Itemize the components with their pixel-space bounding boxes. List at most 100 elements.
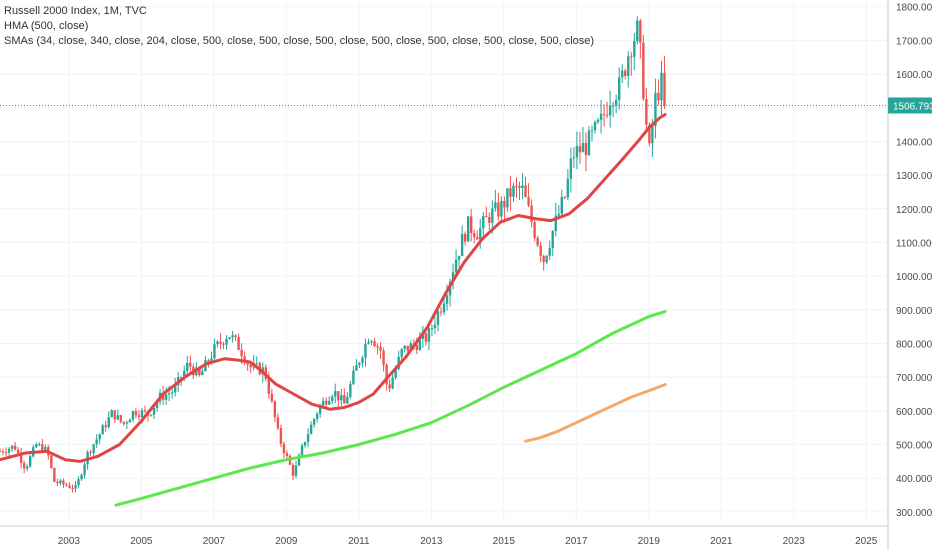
candle-body xyxy=(491,208,494,223)
y-tick-label: 800.000 xyxy=(896,340,932,351)
candle-body xyxy=(116,415,119,420)
candle-body xyxy=(648,124,651,144)
x-tick-label: 2011 xyxy=(348,536,370,547)
candle-body xyxy=(370,341,373,343)
symbol-title: Russell 2000 Index, 1M, TVC xyxy=(4,5,147,17)
candle-body xyxy=(222,343,225,345)
x-tick-label: 2025 xyxy=(855,536,878,547)
candle-body xyxy=(530,205,533,223)
candle-body xyxy=(636,20,639,42)
candle-body xyxy=(10,445,14,449)
candle-body xyxy=(134,411,138,416)
y-tick-label: 700.000 xyxy=(896,373,932,384)
candle-body xyxy=(38,444,41,446)
y-tick-label: 1300.000 xyxy=(896,171,932,182)
last-price-badge xyxy=(888,97,932,114)
candle-body xyxy=(352,370,355,384)
candle-body xyxy=(325,400,328,405)
candle-body xyxy=(328,400,331,405)
candle-body xyxy=(213,344,216,359)
candle-body xyxy=(403,345,406,349)
candle-body xyxy=(479,228,482,240)
candle-body xyxy=(80,474,83,480)
candle-body xyxy=(361,357,364,363)
candle-body xyxy=(506,188,509,208)
y-tick-label: 600.000 xyxy=(896,407,932,418)
candle-body xyxy=(210,358,213,362)
candle-body xyxy=(246,363,249,365)
candle-body xyxy=(587,130,591,156)
candle-body xyxy=(74,485,77,489)
candle-body xyxy=(439,311,443,313)
candle-body xyxy=(533,222,536,238)
candle-body xyxy=(164,394,168,400)
candle-body xyxy=(207,360,210,362)
candle-body xyxy=(409,343,412,351)
candle-body xyxy=(140,410,144,417)
candle-body xyxy=(430,328,434,330)
candle-body xyxy=(488,216,491,223)
chart-legend: Russell 2000 Index, 1M, TVC HMA (500, cl… xyxy=(4,4,594,49)
candle-body xyxy=(243,356,246,364)
y-tick-label: 400.000 xyxy=(896,474,932,485)
y-tick-label: 900.000 xyxy=(896,306,932,317)
candle-body xyxy=(442,303,446,313)
candle-body xyxy=(424,333,428,342)
candle-body xyxy=(143,410,147,412)
candle-body xyxy=(367,342,370,344)
candle-body xyxy=(608,105,612,116)
candle-body xyxy=(315,413,319,420)
candle-body xyxy=(285,453,289,456)
candle-body xyxy=(35,444,38,448)
candle-body xyxy=(427,328,431,342)
candle-body xyxy=(639,20,642,43)
candle-body xyxy=(406,345,409,351)
candle-body xyxy=(436,311,440,325)
candle-body xyxy=(524,185,527,198)
candle-body xyxy=(593,121,597,131)
candle-body xyxy=(41,444,44,452)
candle-body xyxy=(125,422,129,424)
candle-body xyxy=(0,451,2,453)
candle-body xyxy=(255,363,258,365)
y-tick-label: 1100.000 xyxy=(896,238,932,249)
candle-body xyxy=(584,142,588,156)
candle-body xyxy=(379,346,382,351)
candle-body xyxy=(596,119,600,122)
candle-body xyxy=(198,367,201,376)
candle-body xyxy=(391,377,394,389)
candle-body xyxy=(657,92,660,101)
candle-body xyxy=(364,343,367,358)
candle-body xyxy=(575,146,579,158)
candle-body xyxy=(569,158,573,179)
x-tick-label: 2021 xyxy=(710,536,733,547)
candle-body xyxy=(337,391,340,401)
y-tick-label: 1200.000 xyxy=(896,205,932,216)
candle-body xyxy=(358,362,361,366)
candle-body xyxy=(476,237,479,240)
candle-body xyxy=(110,410,113,418)
candle-body xyxy=(590,130,594,132)
x-tick-label: 2005 xyxy=(130,536,153,547)
sma-legend: SMAs (34, close, 340, close, 204, close,… xyxy=(4,35,595,47)
candle-body xyxy=(548,248,551,256)
candle-body xyxy=(536,237,539,246)
candle-body xyxy=(122,421,126,424)
candle-body xyxy=(482,216,485,229)
candle-body xyxy=(469,216,473,234)
candle-body xyxy=(7,448,11,453)
candle-body xyxy=(454,259,458,273)
candle-body xyxy=(382,350,385,365)
candle-body xyxy=(219,341,222,344)
candle-body xyxy=(306,434,310,442)
candle-body xyxy=(433,324,437,329)
candle-body xyxy=(539,245,542,256)
candle-body xyxy=(415,344,419,351)
candle-body xyxy=(173,385,177,393)
candle-body xyxy=(660,72,663,101)
hma-legend: HMA (500, close) xyxy=(4,20,89,32)
candle-body xyxy=(400,348,403,357)
candle-body xyxy=(240,349,243,357)
